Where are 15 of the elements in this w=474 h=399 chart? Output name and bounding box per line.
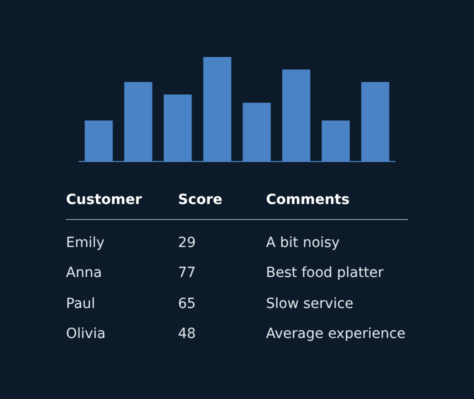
text: Score [178, 191, 222, 209]
text: Anna [66, 264, 102, 282]
text: 29 [178, 234, 196, 252]
text: Olivia [66, 325, 106, 343]
text: Slow service [266, 295, 354, 313]
text: 77 [178, 264, 196, 282]
text: 48 [178, 325, 196, 343]
text: Paul [66, 295, 96, 313]
text: Average experience [266, 325, 406, 343]
text: A bit noisy [266, 234, 340, 252]
text: Best food platter [266, 264, 384, 282]
text: Comments [266, 191, 350, 209]
text: Emily [66, 234, 105, 252]
text: 65 [178, 295, 196, 313]
text: Customer [66, 191, 142, 209]
